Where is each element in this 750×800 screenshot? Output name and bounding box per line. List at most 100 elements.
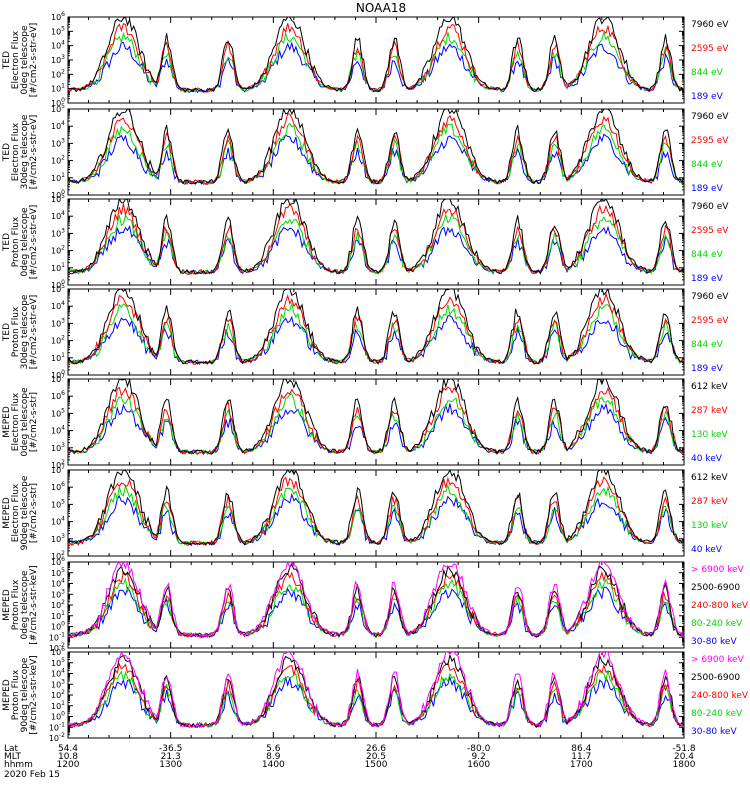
y-tick-label: 105: [51, 657, 65, 668]
y-tick-label: 105: [51, 407, 65, 418]
y-axis-label-line: 0deg telescope: [20, 570, 30, 640]
panel-frame: [67, 108, 685, 196]
y-tick-label: 104: [51, 40, 65, 51]
channel-label: 189 eV: [691, 274, 724, 284]
panel-4: 100 101 102 103 104 105 TED Proton Flux 30deg te…: [2, 283, 729, 380]
y-tick-label: 104: [51, 578, 65, 589]
y-tick-label: 103: [51, 227, 65, 238]
y-tick-label: 105: [51, 283, 65, 294]
y-tick-label: 10-1: [49, 631, 65, 642]
channel-label: 287 keV: [691, 497, 728, 507]
y-tick-label: 103: [51, 588, 65, 599]
x-tick-value: 86.4: [571, 744, 591, 754]
y-tick-label: 102: [51, 689, 65, 700]
y-axis-label-line: [#/cm2-s-str-eV]: [29, 23, 39, 98]
x-tick-value: 8.9: [266, 752, 281, 762]
x-row-label: hhmm: [4, 760, 33, 770]
x-tick-value: -36.5: [159, 744, 182, 754]
y-tick-label: 103: [51, 54, 65, 65]
y-tick-label: 100: [51, 711, 65, 722]
channel-label: 30-80 keV: [691, 637, 737, 647]
y-axis-label-line: 0deg telescope: [20, 207, 30, 277]
panel-traces: [68, 562, 684, 639]
channel-label: 2595 eV: [691, 136, 729, 146]
channel-label: 7960 eV: [691, 20, 729, 30]
x-row-label: Lat: [4, 744, 19, 754]
y-tick-label: 104: [51, 210, 65, 221]
y-tick-label: 105: [51, 103, 65, 114]
y-axis-label-line: MEPED: [2, 679, 12, 711]
y-axis-label-line: [#/cm2-s-str-eV]: [29, 205, 39, 280]
y-tick-label: 102: [51, 245, 65, 256]
y-tick-label: 106: [51, 390, 65, 401]
channel-label: 30-80 keV: [691, 727, 737, 737]
channel-label: 130 keV: [691, 521, 728, 531]
series-612-kev: [68, 470, 684, 546]
channel-label: 80-240 keV: [691, 709, 743, 719]
y-axis-label-line: [#/cm2-s-str-keV]: [29, 565, 39, 644]
panel-traces: [68, 109, 684, 186]
series-130-kev: [68, 393, 684, 456]
channel-label: 844 eV: [691, 160, 724, 170]
channel-label: 40 keV: [691, 454, 723, 464]
panel-traces: [68, 379, 684, 456]
y-tick-label: 107: [51, 464, 65, 475]
x-tick-value: 1200: [57, 760, 80, 770]
channel-label: 612 keV: [691, 473, 728, 483]
y-axis-label-line: 30deg telescope: [20, 294, 30, 369]
x-tick-value: 9.2: [472, 752, 486, 762]
panel-traces: [68, 17, 684, 93]
y-axis-label-line: Electron Flux: [11, 483, 21, 542]
channel-label: 2595 eV: [691, 44, 729, 54]
channel-label: 2595 eV: [691, 226, 729, 236]
y-tick-label: 100: [51, 621, 65, 632]
x-row-label: MLT: [4, 752, 22, 762]
date-label: 2020 Feb 15: [4, 770, 60, 780]
channel-label: 189 eV: [691, 364, 724, 374]
y-tick-label: 104: [51, 120, 65, 131]
x-tick-value: 21.3: [161, 752, 181, 762]
x-tick-value: 11.7: [571, 752, 591, 762]
y-tick-label: 10-2: [49, 642, 65, 653]
y-tick-label: 104: [51, 516, 65, 527]
series-7960-ev: [68, 289, 684, 365]
chart-title: NOAA18: [356, 1, 406, 15]
x-tick-value: -80.0: [467, 744, 491, 754]
panel-5: 102 103 104 105 106 107 MEPED Electron Flux 0deg…: [2, 373, 728, 470]
channel-label: 844 eV: [691, 340, 724, 350]
series-7960-ev: [68, 109, 684, 185]
x-tick-value: -51.8: [672, 744, 696, 754]
x-tick-value: 1700: [570, 760, 593, 770]
series-130-kev: [68, 483, 684, 546]
y-tick-label: 100: [51, 189, 65, 200]
y-tick-label: 107: [51, 373, 65, 384]
channel-label: 189 eV: [691, 92, 724, 102]
channel-label: 240-800 keV: [691, 601, 749, 611]
y-tick-label: 105: [51, 25, 65, 36]
y-tick-label: 105: [51, 498, 65, 509]
y-tick-label: 100: [51, 97, 65, 108]
y-tick-label: 102: [51, 550, 65, 561]
series--6900-kev: [68, 652, 684, 729]
panel-traces: [68, 652, 684, 729]
x-tick-value: 5.6: [266, 744, 281, 754]
y-axis-label-line: [#/cm2-s-str-keV]: [29, 655, 39, 734]
series-7960-ev: [68, 199, 684, 275]
y-tick-label: 104: [51, 300, 65, 311]
x-tick-value: 1600: [467, 760, 490, 770]
y-axis-label-line: 30deg telescope: [20, 114, 30, 189]
channel-label: 40 keV: [691, 545, 723, 555]
panel-traces: [68, 199, 684, 275]
series-240-800-kev: [68, 662, 684, 728]
y-tick-label: 102: [51, 155, 65, 166]
channel-label: > 6900 keV: [691, 565, 745, 575]
channel-label: 612 keV: [691, 382, 728, 392]
y-tick-label: 106: [51, 11, 65, 22]
x-tick-value: 26.6: [366, 744, 386, 754]
y-tick-label: 106: [51, 556, 65, 567]
y-axis-label-line: Proton Flux: [11, 216, 21, 267]
channel-label: 844 eV: [691, 68, 724, 78]
